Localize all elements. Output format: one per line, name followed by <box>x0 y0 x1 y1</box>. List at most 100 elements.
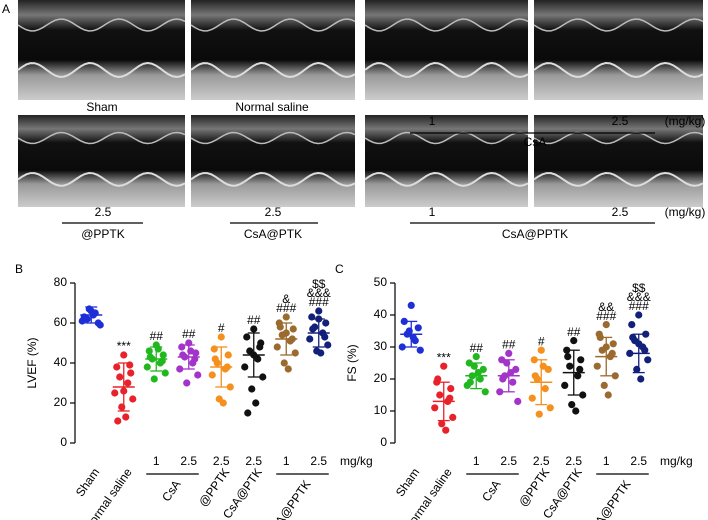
data-point <box>564 353 572 361</box>
dose-label: 2.5 <box>533 454 550 468</box>
data-point <box>150 375 158 383</box>
echo-trace <box>17 61 186 79</box>
image-label: (mg/kg) <box>665 114 706 128</box>
data-point <box>317 349 325 357</box>
data-point <box>563 346 571 354</box>
image-label: (mg/kg) <box>665 205 706 219</box>
echo-trace <box>190 61 356 79</box>
y-tick-label: 20 <box>54 395 68 409</box>
significance: ## <box>502 338 516 352</box>
y-tick-label: 40 <box>54 355 68 369</box>
echo-image <box>534 115 703 207</box>
echo-trace <box>17 18 186 32</box>
y-tick-label: 20 <box>374 371 388 385</box>
image-label: @PPTK <box>81 227 125 241</box>
dose-label: 1 <box>473 454 480 468</box>
image-label: 1 <box>429 205 436 219</box>
significance: ### <box>309 295 329 309</box>
significance: ## <box>567 325 581 339</box>
data-point <box>440 362 448 370</box>
y-axis-label: FS (%) <box>345 344 359 381</box>
data-point <box>315 307 323 315</box>
data-point <box>211 355 219 363</box>
data-point <box>208 371 216 379</box>
data-point <box>114 417 122 425</box>
echo-trace <box>364 131 529 145</box>
data-point <box>546 404 554 412</box>
data-point <box>642 330 650 338</box>
data-point <box>466 378 474 386</box>
data-point <box>531 372 539 380</box>
y-tick-label: 40 <box>374 307 388 321</box>
significance: && <box>598 300 614 314</box>
echo-trace <box>17 171 186 187</box>
data-point <box>116 373 124 381</box>
data-point <box>611 372 619 380</box>
image-label: CsA@PTK <box>244 227 302 241</box>
data-point <box>600 381 608 389</box>
data-point <box>641 346 649 354</box>
echo-image <box>191 0 355 100</box>
data-point <box>446 394 454 402</box>
data-point <box>183 379 191 387</box>
data-point <box>219 399 227 407</box>
echo-trace <box>364 171 529 187</box>
data-point <box>574 372 582 380</box>
dose-label: 2.5 <box>500 454 517 468</box>
data-point <box>537 346 545 354</box>
data-point <box>568 401 576 409</box>
data-point <box>282 313 290 321</box>
data-point <box>256 343 264 351</box>
data-point <box>176 365 184 373</box>
data-point <box>434 375 442 383</box>
x-tick-label: CsA@PPTK <box>264 478 313 520</box>
data-point <box>280 359 288 367</box>
data-point <box>436 391 444 399</box>
dose-label: 2.5 <box>180 454 197 468</box>
data-point <box>273 343 281 351</box>
significance: ### <box>276 301 296 315</box>
significance: &&& <box>627 290 651 304</box>
data-point <box>276 323 284 331</box>
image-label: 2.5 <box>265 205 282 219</box>
y-axis-label: LVEF (%) <box>25 337 39 388</box>
echo-image <box>191 115 355 207</box>
data-point <box>604 391 612 399</box>
echo-image <box>365 0 528 100</box>
data-point <box>291 349 299 357</box>
data-point <box>449 413 457 421</box>
data-point <box>143 363 151 371</box>
data-point <box>306 335 314 343</box>
data-point <box>541 385 549 393</box>
data-point <box>577 356 585 364</box>
data-point <box>499 375 507 383</box>
data-point <box>576 365 584 373</box>
y-tick-label: 30 <box>374 339 388 353</box>
data-point <box>129 395 137 403</box>
data-point <box>472 353 480 361</box>
data-point <box>113 363 121 371</box>
significance: ## <box>470 341 484 355</box>
x-tick-label: CsA <box>479 478 503 505</box>
dose-label: 2.5 <box>565 454 582 468</box>
echo-image <box>18 115 185 207</box>
x-tick-label: Sham <box>73 466 102 500</box>
data-point <box>250 325 258 333</box>
data-point <box>629 333 637 341</box>
image-label: 1 <box>429 114 436 128</box>
echo-trace <box>533 131 704 145</box>
data-point <box>414 324 422 332</box>
dose-unit: mg/kg <box>340 454 373 468</box>
x-tick-label: CsA <box>159 478 183 505</box>
data-point <box>217 333 225 341</box>
data-point <box>608 349 616 357</box>
dose-label: 1 <box>603 454 610 468</box>
y-tick-label: 50 <box>374 275 388 289</box>
y-tick-label: 60 <box>54 315 68 329</box>
data-point <box>407 301 415 309</box>
data-point <box>224 351 232 359</box>
data-point <box>248 385 256 393</box>
data-point <box>400 317 408 325</box>
data-point <box>96 321 104 329</box>
